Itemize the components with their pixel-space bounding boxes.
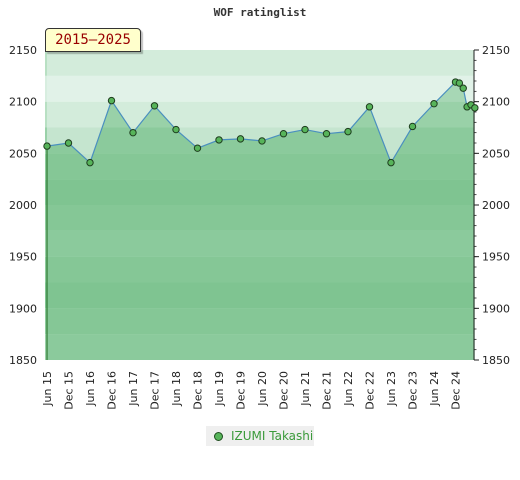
data-point: [455, 79, 464, 87]
data-point: [365, 103, 374, 111]
data-point: [301, 125, 309, 134]
x-tick-label: Jun 19: [213, 371, 226, 407]
data-point: [129, 128, 137, 137]
data-point: [322, 130, 331, 138]
x-tick-label: Dec 16: [106, 371, 119, 410]
y-tick-label-right: 2150: [482, 44, 510, 57]
data-point: [150, 102, 159, 110]
period-badge: 2015–2025: [45, 28, 141, 52]
y-tick-label-left: 1900: [9, 302, 37, 315]
y-tick-label-right: 1950: [482, 251, 510, 264]
data-point: [86, 158, 94, 167]
data-point: [236, 135, 245, 143]
data-point: [387, 158, 395, 167]
x-tick-label: Dec 19: [235, 371, 248, 410]
x-tick-label: Jun 20: [256, 371, 269, 407]
x-tick-label: Dec 20: [278, 371, 291, 410]
x-tick-label: Jun 23: [385, 371, 398, 407]
x-tick-label: Dec 21: [321, 371, 334, 410]
rating-area: [47, 82, 475, 361]
x-tick-label: Dec 18: [192, 371, 205, 410]
y-tick-label-left: 2100: [9, 96, 37, 109]
y-tick-label-right: 2050: [482, 147, 510, 160]
x-tick-label: Jun 18: [170, 371, 183, 407]
y-tick-label-left: 1850: [9, 354, 37, 367]
y-tick-label-left: 2050: [9, 147, 37, 160]
y-tick-label-left: 1950: [9, 251, 37, 264]
data-point: [459, 84, 467, 92]
y-tick-label-left: 2150: [9, 44, 37, 57]
data-point: [107, 96, 116, 105]
x-tick-label: Dec 24: [450, 371, 463, 410]
data-point: [430, 100, 438, 108]
data-point: [258, 137, 266, 145]
data-point: [64, 139, 73, 147]
x-tick-label: Jun 24: [428, 371, 441, 407]
y-tick-label-right: 1850: [482, 354, 510, 367]
y-tick-label-left: 2000: [9, 199, 37, 212]
data-point: [344, 127, 352, 136]
x-tick-label: Jun 16: [84, 371, 97, 407]
data-point: [471, 104, 479, 112]
legend[interactable]: IZUMI Takashi: [206, 426, 314, 446]
tick-layer: 1850 1850 1900 1900 1950 1950 2000 2000 2050 2050…: [9, 44, 510, 410]
x-tick-label: Dec 22: [364, 371, 377, 410]
data-point: [43, 142, 51, 150]
x-tick-label: Dec 23: [407, 371, 420, 410]
legend-marker-icon: [214, 431, 223, 441]
area-layer: [46, 50, 476, 361]
data-point: [172, 125, 180, 134]
y-tick-label-right: 1900: [482, 302, 510, 315]
y-tick-label-right: 2000: [482, 199, 510, 212]
y-tick-label-right: 2100: [482, 96, 510, 109]
x-tick-label: Dec 15: [63, 371, 76, 410]
x-tick-label: Dec 17: [149, 371, 162, 410]
marker-layer: [43, 78, 479, 167]
data-point: [215, 136, 223, 144]
x-tick-label: Jun 21: [299, 371, 312, 407]
x-tick-label: Jun 15: [41, 371, 54, 407]
sky-area: [47, 50, 475, 163]
chart-title: WOF ratinglist: [213, 6, 307, 19]
x-tick-label: Jun 17: [127, 371, 140, 407]
data-point: [279, 130, 288, 138]
data-point: [193, 144, 202, 152]
x-tick-label: Jun 22: [342, 371, 355, 407]
data-point: [408, 122, 417, 131]
legend-label: IZUMI Takashi: [231, 429, 314, 443]
